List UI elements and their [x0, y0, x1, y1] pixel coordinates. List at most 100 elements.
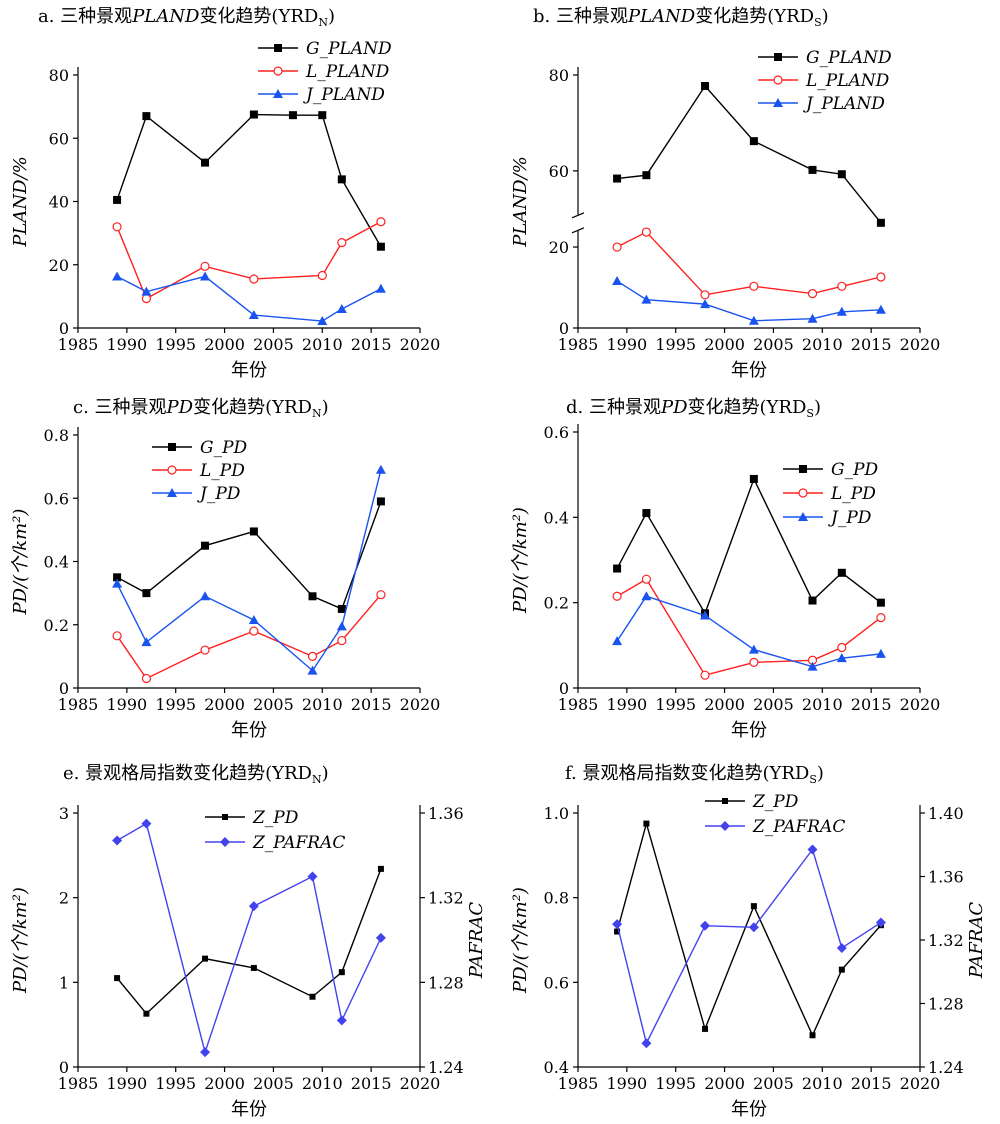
- x-tick-label: 1985: [58, 1074, 99, 1093]
- legend-marker: [720, 821, 730, 831]
- y-tick-label: 0.8: [44, 426, 69, 445]
- data-point-Z_PD: [338, 969, 345, 976]
- title-prefix: f. 景观格局指数变化趋势(YRD: [565, 763, 809, 784]
- legend-marker: [798, 488, 808, 498]
- data-point-L_PD: [641, 574, 652, 584]
- data-point-L_PLAND: [200, 261, 210, 271]
- chart-b: b. 三种景观PLAND变化趋势(YRDS) 1985 1990 1995 2000 20…: [510, 6, 940, 381]
- data-point-J_PLAND: [748, 315, 759, 325]
- x-tick-label: 2005: [253, 335, 294, 354]
- x-tick-label: 2015: [851, 1074, 892, 1093]
- y-tick-label: 0.8: [544, 889, 569, 908]
- data-point-J_PLAND: [807, 313, 818, 323]
- legend-marker: [799, 465, 807, 473]
- legend-label-Z_PAFRAC: Z_PAFRAC: [752, 817, 845, 837]
- data-point-Z_PAFRAC: [836, 942, 847, 953]
- title-prefix: b. 三种景观: [533, 6, 628, 27]
- data-point-J_PD: [112, 578, 123, 588]
- x-tick-label: 1985: [558, 335, 599, 354]
- data-point-L_PD: [112, 631, 122, 641]
- title-italic: PLAND: [627, 6, 696, 27]
- data-point-G_PLAND: [749, 137, 758, 146]
- data-point-L_PD: [376, 590, 386, 600]
- y-tick-label: 60: [49, 129, 69, 148]
- x-tick-label: 2000: [204, 1074, 245, 1093]
- data-point-J_PLAND: [112, 271, 123, 281]
- data-point-Z_PAFRAC: [248, 901, 259, 912]
- title-prefix: e. 景观格局指数变化趋势(YRD: [63, 763, 312, 784]
- x-tick-label: 2000: [204, 335, 245, 354]
- title-subscript: N: [312, 773, 322, 786]
- chart-title: f. 景观格局指数变化趋势(YRDS): [565, 763, 824, 786]
- x-tick-label: 2005: [753, 335, 794, 354]
- data-point-J_PLAND: [641, 294, 652, 304]
- data-point-J_PD: [748, 644, 759, 654]
- title-italic: PD: [660, 397, 688, 418]
- title-subscript: S: [814, 16, 822, 29]
- data-point-J_PLAND: [200, 271, 211, 281]
- data-point-J_PLAND: [141, 286, 152, 296]
- x-tick-label: 1990: [606, 335, 647, 354]
- series-line-G_PD: [116, 501, 382, 610]
- y-tick-label: 1.0: [544, 804, 569, 823]
- chart-c: c. 三种景观PD变化趋势(YRDN) 1985 1990 1995 2000 2005 2…: [10, 397, 440, 741]
- data-point-G_PD: [749, 474, 758, 483]
- y-right-axis-label: PAFRAC: [466, 902, 487, 979]
- x-axis-label: 年份: [731, 1099, 767, 1120]
- x-tick-label: 1985: [558, 1074, 599, 1093]
- x-tick-label: 2000: [704, 335, 745, 354]
- x-tick-label: 2015: [851, 335, 892, 354]
- y-axis-label: PLAND/%: [10, 156, 31, 247]
- x-tick-label: 2010: [802, 1074, 843, 1093]
- chart-title: d. 三种景观PD变化趋势(YRDS): [566, 397, 821, 420]
- data-point-Z_PAFRAC: [875, 917, 886, 928]
- title-subscript: N: [312, 407, 322, 420]
- y-right-tick-label: 1.36: [928, 868, 964, 887]
- y-axis-label: PD/(个/km²): [510, 507, 531, 614]
- y-tick-label: 0: [559, 319, 569, 338]
- legend-label-L_PD: L_PD: [830, 484, 876, 504]
- data-point-L_PLAND: [141, 293, 151, 304]
- data-point-J_PD: [307, 665, 318, 675]
- data-point-G_PLAND: [808, 165, 817, 174]
- y-right-tick-label: 1.36: [428, 804, 464, 823]
- legend-marker: [773, 75, 783, 85]
- title-end: ): [322, 397, 329, 418]
- x-tick-label: 1995: [655, 695, 696, 714]
- x-tick-label: 1990: [606, 1074, 647, 1093]
- data-point-L_PLAND: [837, 281, 847, 291]
- data-point-Z_PD: [614, 928, 621, 935]
- legend-marker: [273, 66, 283, 76]
- data-point-G_PLAND: [201, 158, 210, 167]
- data-point-L_PLAND: [249, 274, 259, 284]
- chart-e: e. 景观格局指数变化趋势(YRDN) 1985 1990 1995 2000 2005 2…: [10, 763, 487, 1120]
- data-point-G_PD: [337, 604, 346, 613]
- data-point-L_PD: [337, 635, 347, 646]
- x-tick-label: 2020: [900, 695, 941, 714]
- chart-a: a. 三种景观PLAND变化趋势(YRDN) 1985 1990 1995 2000 20…: [10, 6, 440, 381]
- data-point-J_PLAND: [612, 276, 623, 286]
- title-subscript: N: [318, 16, 328, 29]
- data-point-G_PD: [837, 568, 846, 577]
- legend-marker: [798, 512, 808, 521]
- title-end: ): [814, 397, 821, 418]
- legend-label-J_PD: J_PD: [828, 508, 872, 528]
- x-tick-label: 1995: [155, 695, 196, 714]
- legend-label-J_PD: J_PD: [197, 484, 241, 504]
- data-point-Z_PAFRAC: [612, 919, 623, 930]
- data-point-L_PD: [700, 670, 710, 680]
- data-point-G_PLAND: [318, 111, 327, 120]
- title-prefix: a. 三种景观: [38, 6, 132, 27]
- y-tick-label: 0.6: [544, 973, 569, 992]
- chart-title: c. 三种景观PD变化趋势(YRDN): [73, 397, 329, 420]
- data-point-Z_PD: [809, 1032, 816, 1039]
- y-axis-label: PD/(个/km²): [510, 887, 531, 994]
- data-point-L_PLAND: [337, 238, 347, 248]
- data-point-J_PD: [875, 648, 886, 658]
- y-axis-label: PD/(个/km²): [10, 509, 31, 616]
- legend-marker: [167, 465, 177, 475]
- series-line-L_PLAND: [116, 221, 382, 300]
- title-end: ): [817, 763, 824, 784]
- chart-title: a. 三种景观PLAND变化趋势(YRDN): [38, 6, 335, 29]
